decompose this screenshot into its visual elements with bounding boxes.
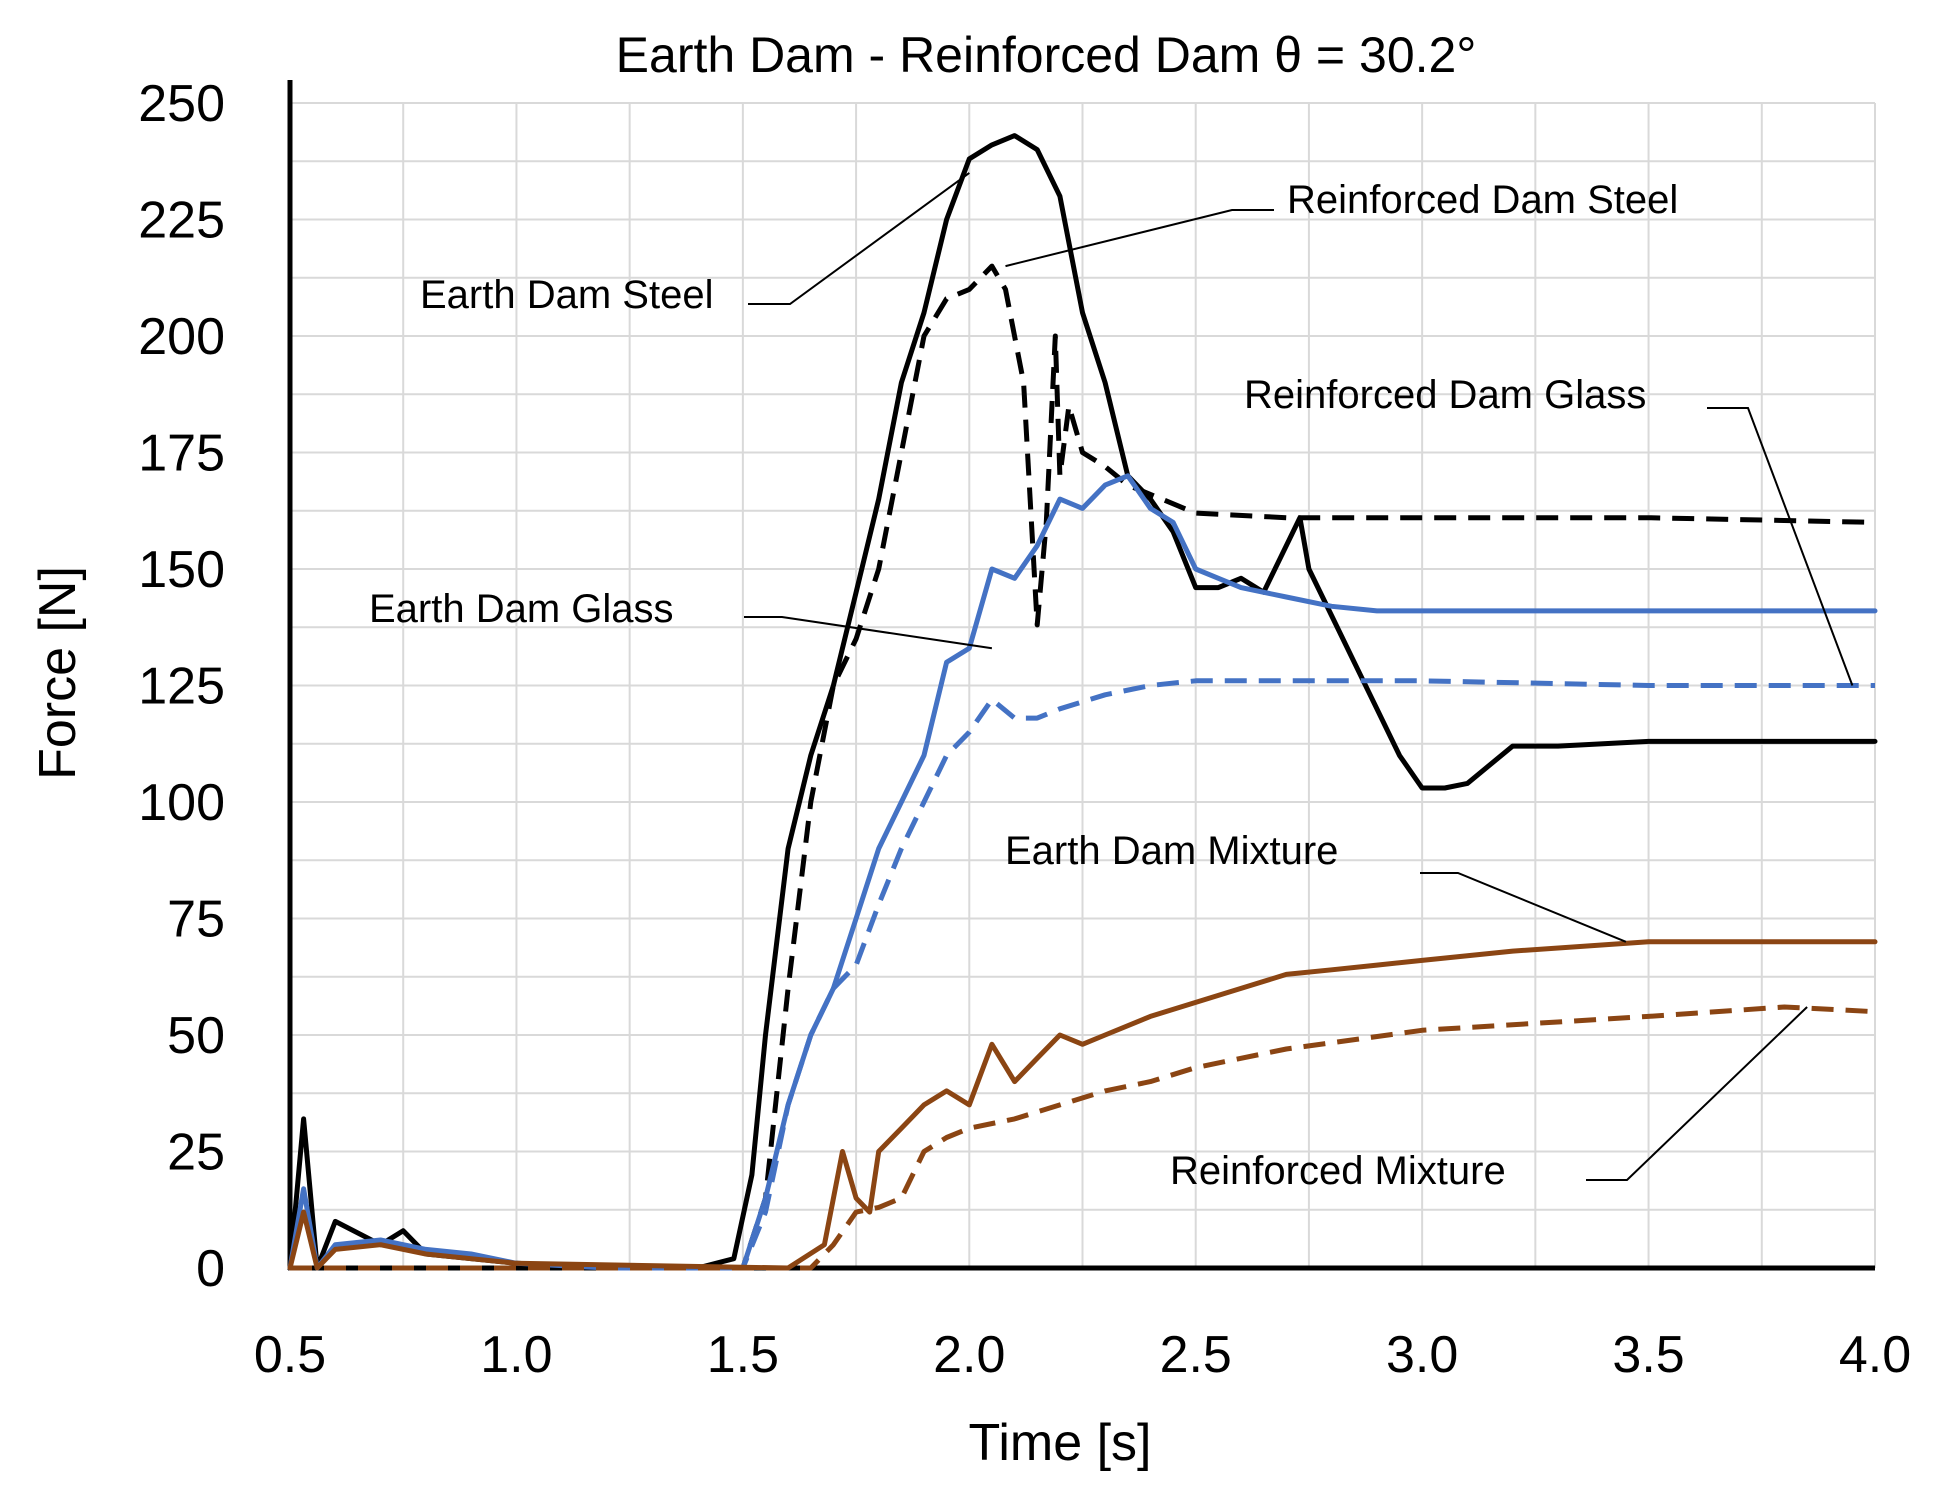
annotation-leader-line [1586, 1006, 1808, 1181]
annotation-label: Earth Dam Mixture [1005, 829, 1338, 873]
y-tick-label: 25 [167, 1124, 225, 1182]
tick-labels: 0.5 1.0 1.5 2.0 2.5 3.0 3.5 4.0 0 25 50 75 100 125 150… [138, 75, 1911, 1384]
annotation-leader-line [748, 172, 970, 305]
annotation-leader-line [1005, 209, 1274, 268]
annotation-label: Reinforced Mixture [1170, 1149, 1506, 1193]
x-tick-label: 3.5 [1612, 1326, 1684, 1384]
x-tick-label: 1.0 [480, 1326, 552, 1384]
annotation-leader-line [1420, 872, 1627, 943]
annotation-leader-line [1707, 407, 1854, 686]
chart-title: Earth Dam - Reinforced Dam θ = 30.2° [616, 27, 1477, 83]
series-annotations: Earth Dam Steel Reinforced Dam Steel Reinf… [369, 172, 1854, 1193]
y-tick-label: 200 [138, 308, 225, 366]
y-tick-label: 225 [138, 192, 225, 250]
x-tick-label: 2.0 [933, 1326, 1005, 1384]
y-tick-label: 100 [138, 774, 225, 832]
y-tick-label: 75 [167, 891, 225, 949]
x-axis-label: Time [s] [969, 1414, 1152, 1472]
y-tick-label: 250 [138, 75, 225, 133]
series-earth-dam-glass-line [287, 473, 1878, 1271]
annotation-label: Reinforced Dam Steel [1287, 178, 1678, 222]
x-tick-label: 4.0 [1839, 1326, 1911, 1384]
annotation-leader-line [744, 616, 993, 650]
x-tick-label: 1.5 [707, 1326, 779, 1384]
axes [287, 80, 1875, 1271]
series-reinforced-dam-steel-line [290, 263, 1876, 1271]
x-tick-label: 0.5 [254, 1326, 326, 1384]
series-earth-dam-mixture-line [287, 939, 1878, 1271]
y-tick-label: 125 [138, 658, 225, 716]
series-reinforced-dam-glass-line [290, 678, 1875, 1271]
x-tick-label: 3.0 [1386, 1326, 1458, 1384]
y-tick-label: 175 [138, 425, 225, 483]
y-axis-label: Force [N] [29, 566, 87, 780]
annotation-label: Earth Dam Steel [420, 273, 713, 317]
series-reinforced-mixture-line [290, 1004, 1876, 1271]
y-tick-label: 50 [167, 1007, 225, 1065]
annotation-label: Earth Dam Glass [369, 587, 674, 631]
y-tick-label: 0 [196, 1240, 225, 1298]
annotation-label: Reinforced Dam Glass [1244, 373, 1646, 417]
y-tick-label: 150 [138, 541, 225, 599]
series-lines [287, 133, 1878, 1271]
x-tick-label: 2.5 [1160, 1326, 1232, 1384]
